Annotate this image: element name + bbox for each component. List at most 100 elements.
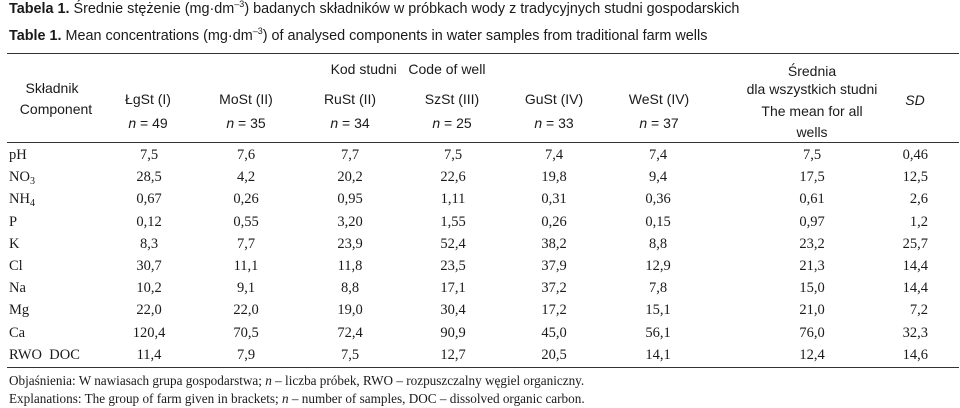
value-cell: 7,4 — [544, 147, 564, 163]
table-caption-pl: Tabela 1. Średnie stężenie (mg·dm–3) bad… — [9, 0, 739, 18]
value-cell: 0,31 — [541, 191, 567, 208]
value-cell: 1,55 — [440, 213, 466, 230]
value-cell: 9,4 — [648, 169, 668, 186]
header-sample-count: n = 33 — [534, 114, 573, 132]
value-cell: 28,5 — [136, 169, 162, 186]
value-cell: 17,1 — [440, 280, 466, 297]
value-cell: 0,12 — [136, 213, 162, 230]
top-rule — [7, 53, 959, 54]
value-cell: 7,5 — [139, 147, 159, 163]
caption-text: Średnie stężenie (mg·dm — [69, 1, 235, 17]
mean-cell: 15,0 — [799, 280, 825, 297]
note-text: Explanations: The group of farm given in… — [9, 391, 282, 406]
row-component-name: Na — [9, 279, 26, 297]
value-cell: 23,5 — [440, 258, 466, 274]
sd-cell: 14,6 — [902, 346, 928, 363]
component-symbol: NH — [9, 191, 30, 208]
value-cell: 37,2 — [541, 280, 567, 297]
value-cell: 7,8 — [648, 280, 668, 297]
value-cell: 7,5 — [340, 346, 360, 363]
header-mean-en-1: The mean for all — [761, 103, 863, 119]
mean-cell: 0,97 — [799, 213, 825, 230]
header-well-code: MoSt (II) — [219, 91, 273, 107]
value-cell: 7,4 — [648, 147, 668, 163]
sample-count-symbol: n — [639, 115, 648, 131]
sample-count-symbol: n — [534, 115, 543, 131]
row-component-name: K — [9, 235, 19, 253]
sample-count-value: = 33 — [542, 115, 574, 131]
value-cell: 0,67 — [136, 191, 162, 208]
value-cell: 22,0 — [233, 302, 259, 319]
sd-cell: 25,7 — [902, 235, 928, 252]
header-sample-count: n = 49 — [128, 114, 167, 132]
header-sample-count: n = 25 — [432, 114, 471, 132]
sd-cell: 7,2 — [909, 302, 928, 319]
row-component-name: pH — [9, 146, 27, 164]
row-component-name: NO3 — [9, 168, 35, 187]
component-symbol: RWO DOC — [9, 346, 80, 363]
value-cell: 70,5 — [233, 324, 259, 341]
caption-text: ) badanych składników w próbkach wody z … — [244, 1, 740, 17]
value-cell: 37,9 — [541, 258, 567, 274]
sample-count-value: = 25 — [440, 115, 472, 131]
mean-cell: 21,3 — [799, 258, 825, 274]
header-well-code: WeSt (IV) — [628, 91, 690, 107]
value-cell: 3,20 — [337, 213, 363, 230]
sample-count-symbol: n — [128, 115, 137, 131]
sample-count-symbol: n — [432, 115, 441, 131]
value-cell: 20,2 — [337, 169, 363, 186]
value-cell: 12,9 — [645, 258, 671, 274]
mean-cell: 21,0 — [799, 302, 825, 319]
component-symbol: K — [9, 235, 20, 252]
value-cell: 90,9 — [440, 324, 466, 341]
component-symbol: pH — [9, 147, 27, 163]
row-component-name: P — [9, 213, 17, 231]
value-cell: 0,15 — [645, 213, 671, 230]
row-component-name: Ca — [9, 324, 25, 342]
value-cell: 8,3 — [139, 235, 159, 252]
sample-count-value: = 37 — [647, 115, 679, 131]
note-text: – liczba próbek, RWO – rozpuszczalny węg… — [271, 373, 585, 388]
value-cell: 45,0 — [541, 324, 567, 341]
value-cell: 7,5 — [443, 147, 463, 163]
header-rule — [7, 142, 959, 143]
sample-count-value: = 49 — [136, 115, 168, 131]
value-cell: 19,8 — [541, 169, 567, 186]
value-cell: 0,36 — [645, 191, 671, 208]
caption-text: Mean concentrations (mg·dm — [61, 28, 253, 44]
value-cell: 72,4 — [337, 324, 363, 341]
value-cell: 14,1 — [645, 346, 671, 363]
note-en: Explanations: The group of farm given in… — [9, 391, 585, 407]
value-cell: 0,55 — [233, 213, 259, 230]
component-symbol: Mg — [9, 302, 30, 319]
header-sample-count: n = 37 — [639, 114, 678, 132]
header-sample-count: n = 34 — [330, 114, 369, 132]
value-cell: 0,95 — [337, 191, 363, 208]
row-component-name: Mg — [9, 301, 29, 319]
value-cell: 22,0 — [136, 302, 162, 319]
header-well-code: RuSt (II) — [323, 91, 377, 107]
caption-label: Tabela 1. — [9, 1, 70, 17]
sd-cell: 14,4 — [902, 258, 928, 274]
value-cell: 19,0 — [337, 302, 363, 319]
value-cell: 4,2 — [236, 169, 256, 186]
note-text: – number of samples, DOC – dissolved org… — [288, 391, 585, 406]
header-well-code: SzSt (III) — [424, 91, 480, 107]
value-cell: 52,4 — [440, 235, 466, 252]
note-text: Objaśnienia: W nawiasach grupa gospodars… — [9, 373, 266, 388]
mean-cell: 76,0 — [799, 324, 825, 341]
row-component-name: NH4 — [9, 190, 35, 209]
sample-count-value: = 34 — [338, 115, 370, 131]
header-well-code-group: Kod studni Code of well — [330, 61, 486, 77]
row-component-name: Cl — [9, 257, 23, 275]
sd-cell: 2,6 — [909, 191, 928, 208]
value-cell: 20,5 — [541, 346, 567, 363]
sample-count-value: = 35 — [234, 115, 266, 131]
value-cell: 0,26 — [541, 213, 567, 230]
sd-cell: 1,2 — [909, 213, 928, 230]
value-cell: 30,4 — [440, 302, 466, 319]
value-cell: 11,1 — [233, 258, 259, 274]
header-sample-count: n = 35 — [226, 114, 265, 132]
value-cell: 8,8 — [648, 235, 668, 252]
value-cell: 8,8 — [340, 280, 360, 297]
